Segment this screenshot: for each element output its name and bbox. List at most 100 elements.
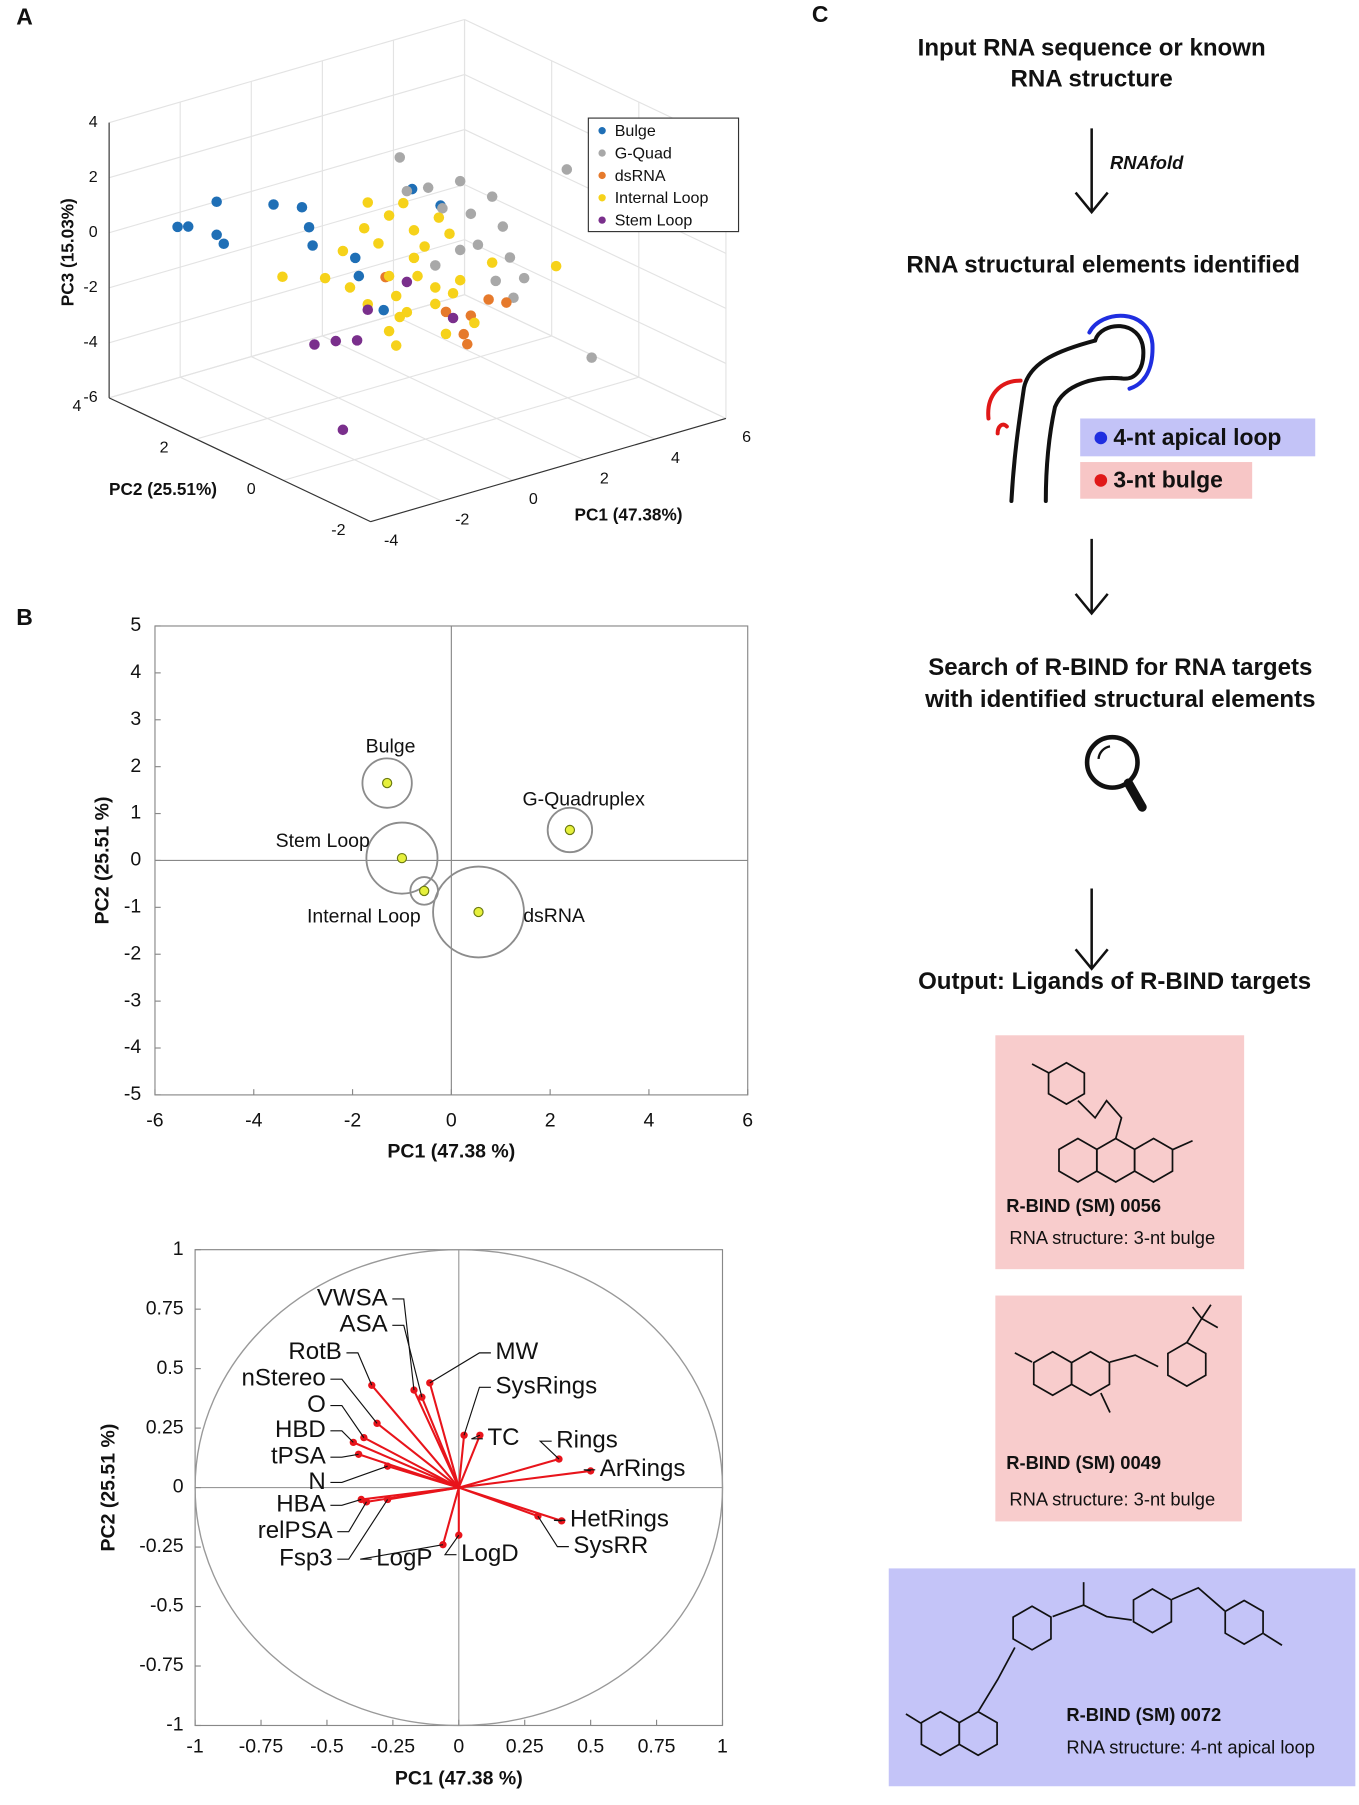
bubble xyxy=(365,821,439,895)
x-axis-label: PC1 (47.38%) xyxy=(575,504,683,524)
loading-vector xyxy=(387,1486,459,1501)
loading-vector xyxy=(352,1441,460,1489)
leader-line xyxy=(330,1378,378,1424)
loading-label: ArRings xyxy=(600,1455,686,1482)
point xyxy=(351,335,363,346)
point xyxy=(353,270,365,282)
grid-line xyxy=(108,73,465,179)
x-tick-label: 0 xyxy=(529,490,538,508)
loading-vector xyxy=(458,1486,539,1518)
point xyxy=(268,199,279,210)
y-tick-label: -2 xyxy=(124,942,141,964)
y-tick-label: -2 xyxy=(331,521,345,539)
y-tick-label: -0.25 xyxy=(139,1535,184,1557)
panel-label: A xyxy=(16,3,33,29)
point xyxy=(309,339,320,350)
panel-label: C xyxy=(812,1,829,27)
point xyxy=(504,252,516,263)
magnifier xyxy=(1084,734,1147,812)
y-tick-label: -1 xyxy=(166,1714,183,1736)
point xyxy=(401,276,413,288)
point xyxy=(437,203,448,214)
point xyxy=(319,272,331,284)
loading-label: SysRings xyxy=(495,1373,597,1400)
point xyxy=(486,191,498,202)
z-tick-label: 4 xyxy=(89,113,98,131)
ligand-structure: RNA structure: 3-nt bulge xyxy=(1009,1227,1215,1248)
loading-vector xyxy=(363,1436,460,1489)
x-tick-label: 4 xyxy=(644,1109,655,1131)
x-tick-label: -0.5 xyxy=(310,1735,344,1757)
leader-line xyxy=(471,1434,483,1440)
bond xyxy=(1052,1604,1132,1621)
arrow xyxy=(1074,128,1109,215)
point xyxy=(486,257,498,268)
loading-vector xyxy=(441,1487,460,1545)
ligand-id: R-BIND (SM) 0049 xyxy=(1006,1452,1161,1473)
point xyxy=(469,317,480,329)
bubble-chart: -6 -4 -2 0 2 4 6 -5 -4 -3 -2 -1 0 1 2 3 4 5 PC1 (47.38 %) P… xyxy=(92,614,754,1162)
grid-line xyxy=(464,184,727,309)
point xyxy=(501,297,512,308)
arrow xyxy=(1074,538,1109,616)
point xyxy=(378,304,389,316)
molecule-drawings xyxy=(905,1061,1283,1757)
point xyxy=(444,228,455,240)
loading-label: O xyxy=(307,1391,326,1418)
point xyxy=(454,274,466,286)
point-label: dsRNA xyxy=(523,905,585,927)
center-point xyxy=(419,885,430,897)
loadings-chart: -1 -0.75 -0.5 -0.25 0 0.25 0.5 0.75 1 -1 -0.75 -0.5… xyxy=(97,1238,728,1790)
loading-label: RotB xyxy=(288,1338,342,1365)
point xyxy=(218,238,230,250)
loading-label: nStereo xyxy=(242,1365,326,1392)
loading-vector xyxy=(457,1435,466,1488)
point xyxy=(472,239,484,251)
center-point xyxy=(396,852,408,864)
x-tick-label: -2 xyxy=(344,1109,361,1131)
point xyxy=(433,212,445,223)
legend-dot xyxy=(1094,474,1108,487)
loading-label: tPSA xyxy=(271,1443,326,1470)
point xyxy=(408,252,420,264)
loading-label: LogD xyxy=(461,1540,519,1567)
leader-line xyxy=(429,1352,491,1384)
point xyxy=(337,245,349,257)
leader-line xyxy=(392,1298,415,1391)
point xyxy=(419,241,430,252)
point xyxy=(458,328,470,340)
legend-label: Bulge xyxy=(615,122,656,140)
loading-vector xyxy=(457,1434,481,1488)
x-tick-label: 6 xyxy=(742,1109,753,1131)
ring xyxy=(958,1710,998,1757)
point xyxy=(383,270,395,282)
x-tick-label: 6 xyxy=(742,428,751,446)
x-tick-label: -6 xyxy=(146,1109,163,1131)
loading-label: HetRings xyxy=(570,1506,669,1533)
point xyxy=(349,252,361,264)
legend-marker xyxy=(598,171,606,180)
leader-line xyxy=(443,1534,460,1556)
y-tick-label: -0.5 xyxy=(150,1595,184,1617)
loading-point xyxy=(557,1517,566,1525)
loading-label: MW xyxy=(495,1338,538,1365)
x-tick-label: 2 xyxy=(600,469,609,487)
arrow xyxy=(1074,888,1109,971)
ring xyxy=(1224,1599,1264,1646)
point-label: Internal Loop xyxy=(307,905,421,927)
step-text: RNA structural elements identified xyxy=(906,251,1300,278)
bubble xyxy=(361,757,413,809)
loading-vector xyxy=(420,1396,460,1488)
y-tick-label: 0 xyxy=(130,849,141,871)
point-label: Bulge xyxy=(366,736,416,758)
point xyxy=(430,260,441,271)
leader-line xyxy=(337,1501,367,1533)
x-tick-label: 0 xyxy=(446,1109,457,1131)
y-tick-label: -0.75 xyxy=(139,1654,184,1676)
ligand-box xyxy=(995,1295,1242,1522)
point xyxy=(454,244,466,256)
loading-label: VWSA xyxy=(317,1284,388,1311)
x-tick-label: -0.25 xyxy=(371,1735,416,1757)
